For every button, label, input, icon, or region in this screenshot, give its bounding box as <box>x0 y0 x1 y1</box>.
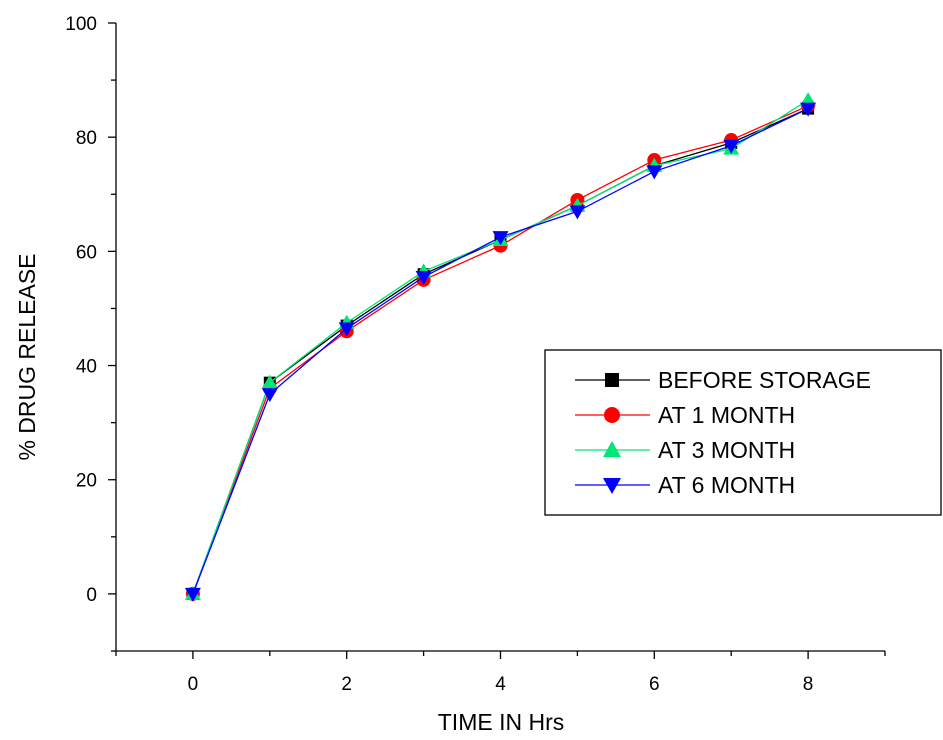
legend-label: AT 6 MONTH <box>658 472 795 498</box>
series-layer <box>184 92 817 602</box>
y-tick-label: 0 <box>86 585 97 606</box>
data-point <box>800 102 817 117</box>
y-tick-label: 20 <box>76 471 97 492</box>
legend: BEFORE STORAGE AT 1 MONTH AT 3 MONTH AT 6 M… <box>544 349 942 516</box>
x-tick-label: 8 <box>803 674 814 695</box>
y-tick-label: 80 <box>76 128 97 149</box>
data-point <box>569 205 586 220</box>
data-point <box>338 322 355 337</box>
legend-marker <box>605 373 619 387</box>
legend-entry: AT 1 MONTH <box>575 402 795 428</box>
legend-label: AT 3 MONTH <box>658 437 795 463</box>
y-axis-title: % DRUG RELEASE <box>14 253 40 460</box>
data-point <box>800 92 817 107</box>
x-tick-label: 4 <box>495 674 506 695</box>
data-point <box>415 271 432 286</box>
y-tick-label: 100 <box>65 14 97 35</box>
series-4 <box>184 102 817 602</box>
data-point <box>723 139 740 154</box>
x-tick-label: 2 <box>341 674 352 695</box>
data-point <box>261 388 278 403</box>
x-axis-title: TIME IN Hrs <box>438 709 565 735</box>
legend-label: BEFORE STORAGE <box>658 367 871 393</box>
y-tick-label: 60 <box>76 242 97 263</box>
legend-entry: BEFORE STORAGE <box>575 367 871 393</box>
series-3 <box>184 92 817 600</box>
data-point <box>184 587 201 602</box>
x-tick-label: 6 <box>649 674 660 695</box>
legend-entry: AT 6 MONTH <box>575 472 795 498</box>
legend-entry: AT 3 MONTH <box>575 437 795 463</box>
data-point <box>646 165 663 180</box>
x-tick-label: 0 <box>188 674 199 695</box>
data-point <box>261 374 278 389</box>
legend-marker <box>603 478 621 494</box>
legend-marker <box>604 407 620 423</box>
series-line <box>192 99 809 595</box>
legend-marker <box>603 441 621 457</box>
y-tick-label: 40 <box>76 357 97 378</box>
legend-label: AT 1 MONTH <box>658 402 795 428</box>
data-point <box>492 231 509 246</box>
